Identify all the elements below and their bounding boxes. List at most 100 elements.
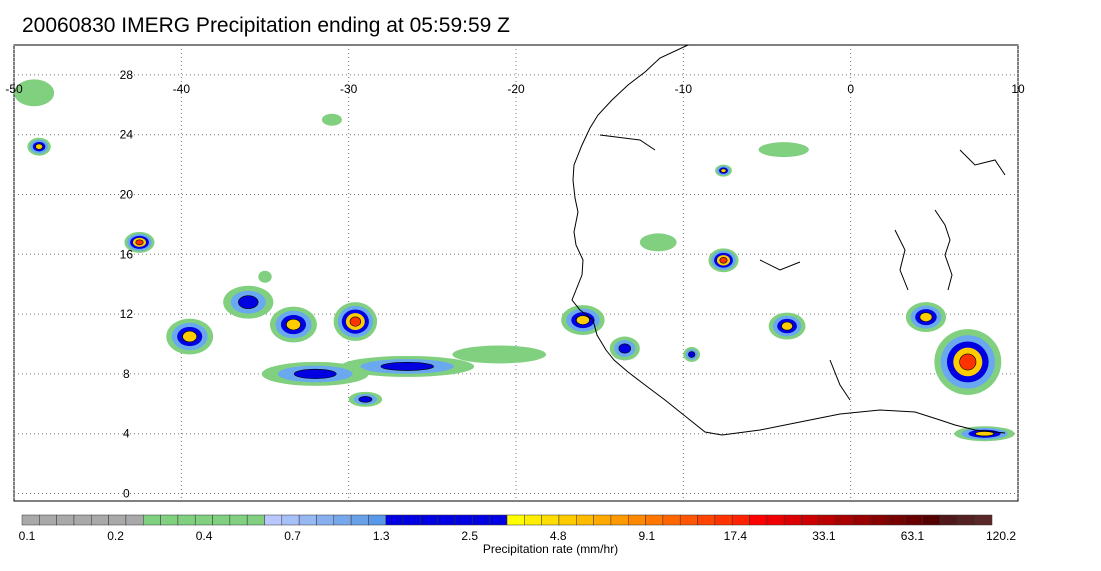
lon-tick-label: -40 <box>173 82 191 96</box>
colorbar-cell <box>350 514 369 526</box>
colorbar-tick-label: 1.3 <box>373 529 390 543</box>
colorbar-cell <box>506 514 525 526</box>
colorbar-cell <box>39 514 57 526</box>
colorbar-tick-label: 0.7 <box>284 529 301 543</box>
precip-cell <box>708 248 739 273</box>
precip-contour <box>286 318 301 331</box>
precip-cell <box>166 318 214 355</box>
precip-cell <box>905 302 947 333</box>
colorbar-cell <box>593 514 612 526</box>
lon-tick-label: 10 <box>1011 82 1025 96</box>
colorbar-cell <box>281 514 300 526</box>
precip-contour <box>688 351 696 358</box>
colorbar-cell <box>679 514 698 526</box>
precip-contour <box>321 113 342 126</box>
colorbar-cell <box>957 514 975 526</box>
colorbar-cell <box>385 514 404 526</box>
precip-contour <box>380 362 434 371</box>
colorbar-cell <box>783 514 802 526</box>
precip-contour <box>576 315 590 325</box>
colorbar-cell <box>939 514 958 526</box>
colorbar-cell <box>454 514 473 526</box>
coastline-detail <box>599 134 1006 401</box>
precip-cell <box>715 164 732 177</box>
colorbar-tick-labels: 0.1 0.2 0.4 0.7 1.3 2.5 4.8 9.1 17.4 33.1 63.1 120.… <box>19 529 1017 543</box>
colorbar-cell <box>246 514 265 526</box>
precip-cell <box>321 113 342 126</box>
colorbar-cell <box>974 514 993 526</box>
colorbar-cell <box>645 514 664 526</box>
colorbar-cell <box>731 514 750 526</box>
colorbar-tick-label: 17.4 <box>724 529 748 543</box>
precip-contour <box>919 312 933 322</box>
colorbar-cell <box>143 514 161 526</box>
lat-tick-label: 0 <box>123 487 130 501</box>
colorbar-cell <box>905 514 923 526</box>
precip-cell <box>768 312 806 340</box>
colorbar-cells <box>21 514 993 526</box>
precip-cell <box>258 270 272 283</box>
colorbar-cell <box>524 514 542 526</box>
page-title: 20060830 IMERG Precipitation ending at 0… <box>22 14 510 37</box>
colorbar-tick-label: 4.8 <box>550 529 567 543</box>
graticule <box>13 45 1019 501</box>
colorbar-cell <box>472 514 490 526</box>
colorbar-cell <box>766 514 785 526</box>
colorbar-cell <box>177 514 196 526</box>
colorbar-cell <box>21 514 40 526</box>
colorbar-cell <box>108 514 127 526</box>
precip-contour <box>719 257 728 264</box>
colorbar-cell <box>922 514 941 526</box>
colorbar-cell <box>316 514 335 526</box>
colorbar-cell <box>125 514 144 526</box>
colorbar-cell <box>229 514 248 526</box>
colorbar-cell <box>835 514 854 526</box>
precip-cell <box>561 305 605 336</box>
precip-cell <box>14 79 55 107</box>
colorbar-cell <box>801 514 820 526</box>
colorbar-cell <box>402 514 421 526</box>
colorbar-cell <box>610 514 629 526</box>
colorbar-cell <box>264 514 283 526</box>
lat-tick-label: 28 <box>120 68 134 82</box>
precip-cell <box>27 137 51 156</box>
colorbar-cell <box>576 514 594 526</box>
precip-contour <box>258 270 272 283</box>
colorbar-cell <box>91 514 109 526</box>
colorbar-tick-label: 33.1 <box>812 529 836 543</box>
colorbar-cell <box>662 514 681 526</box>
lon-tick-label: -10 <box>675 82 693 96</box>
precip-contour <box>135 239 144 246</box>
colorbar-cell <box>489 514 508 526</box>
lat-tick-label: 24 <box>120 128 134 142</box>
colorbar-cell <box>420 514 438 526</box>
precip-cell <box>683 347 701 362</box>
colorbar-cell <box>298 514 317 526</box>
colorbar-cell <box>56 514 75 526</box>
precip-contour <box>14 79 55 107</box>
precip-contour <box>639 233 677 252</box>
precip-contour <box>959 353 977 371</box>
colorbar-cell <box>541 514 560 526</box>
precip-cell <box>639 233 677 252</box>
precip-cell <box>333 302 378 342</box>
colorbar-cell <box>368 514 386 526</box>
colorbar-tick-label: 0.1 <box>19 529 36 543</box>
colorbar-cell <box>194 514 213 526</box>
lon-tick-label: -30 <box>340 82 358 96</box>
precipitation-layer <box>14 79 1015 442</box>
precip-cell <box>223 285 274 319</box>
lat-tick-label: 16 <box>120 247 134 261</box>
lon-tick-label: -50 <box>5 82 23 96</box>
colorbar-cell <box>853 514 872 526</box>
precip-contour <box>781 321 793 331</box>
precip-contour <box>238 295 259 309</box>
axis-tick-labels: -50 -40 -30 -20 -10 0 10 28 24 20 16 12 8 4 0 <box>5 68 1025 501</box>
precip-cell <box>452 345 547 364</box>
colorbar-cell <box>818 514 837 526</box>
precip-contour <box>618 343 631 354</box>
colorbar-cell <box>714 514 733 526</box>
precip-cell <box>758 142 809 158</box>
